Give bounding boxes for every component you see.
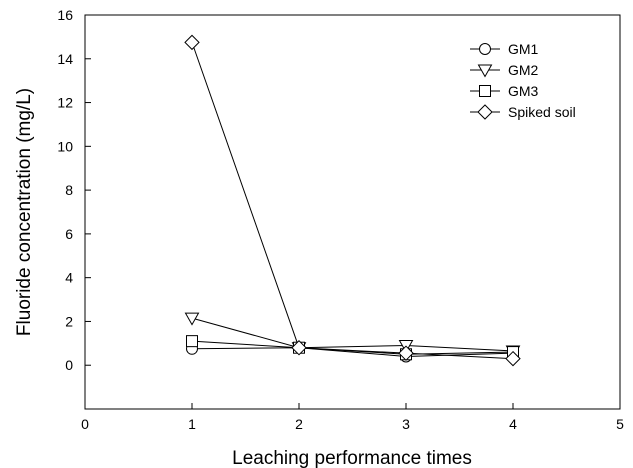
data-point bbox=[291, 340, 307, 356]
x-tick-label: 3 bbox=[402, 416, 410, 432]
data-point bbox=[505, 350, 521, 367]
y-tick-label: 16 bbox=[57, 7, 73, 23]
x-tick-label: 2 bbox=[295, 416, 303, 432]
x-tick-label: 0 bbox=[81, 416, 89, 432]
legend: GM1 GM2 GM3 Spiked soil bbox=[470, 41, 576, 120]
series-line bbox=[191, 317, 514, 352]
x-tick-label: 1 bbox=[188, 416, 196, 432]
legend-marker bbox=[479, 43, 491, 55]
legend-marker bbox=[479, 85, 491, 97]
series-line bbox=[191, 340, 514, 355]
y-tick-label: 4 bbox=[65, 270, 73, 286]
legend-label: GM2 bbox=[508, 62, 539, 78]
legend-label: GM1 bbox=[508, 41, 539, 57]
y-tick-label: 6 bbox=[65, 226, 73, 242]
data-point bbox=[184, 312, 200, 326]
y-tick-label: 0 bbox=[65, 357, 73, 373]
series-layer bbox=[184, 34, 521, 367]
legend-label: GM3 bbox=[508, 83, 539, 99]
plot-frame bbox=[84, 14, 621, 410]
series-line bbox=[191, 347, 514, 357]
y-tick-label: 8 bbox=[65, 182, 73, 198]
series-line bbox=[191, 42, 514, 360]
x-tick-label: 5 bbox=[616, 416, 624, 432]
y-axis-title: Fluoride concentration (mg/L) bbox=[14, 88, 35, 336]
legend-marker bbox=[477, 64, 493, 78]
legend-marker bbox=[477, 104, 493, 120]
legend-label: Spiked soil bbox=[508, 104, 576, 120]
y-tick-label: 2 bbox=[65, 313, 73, 329]
x-axis-title: Leaching performance times bbox=[232, 448, 472, 468]
y-tick-label: 14 bbox=[57, 51, 73, 67]
data-point bbox=[184, 34, 200, 51]
data-point bbox=[398, 345, 414, 361]
data-point bbox=[186, 335, 198, 348]
y-tick-label: 12 bbox=[57, 95, 73, 111]
x-tick-label: 4 bbox=[509, 416, 517, 432]
y-tick-label: 10 bbox=[57, 138, 73, 154]
